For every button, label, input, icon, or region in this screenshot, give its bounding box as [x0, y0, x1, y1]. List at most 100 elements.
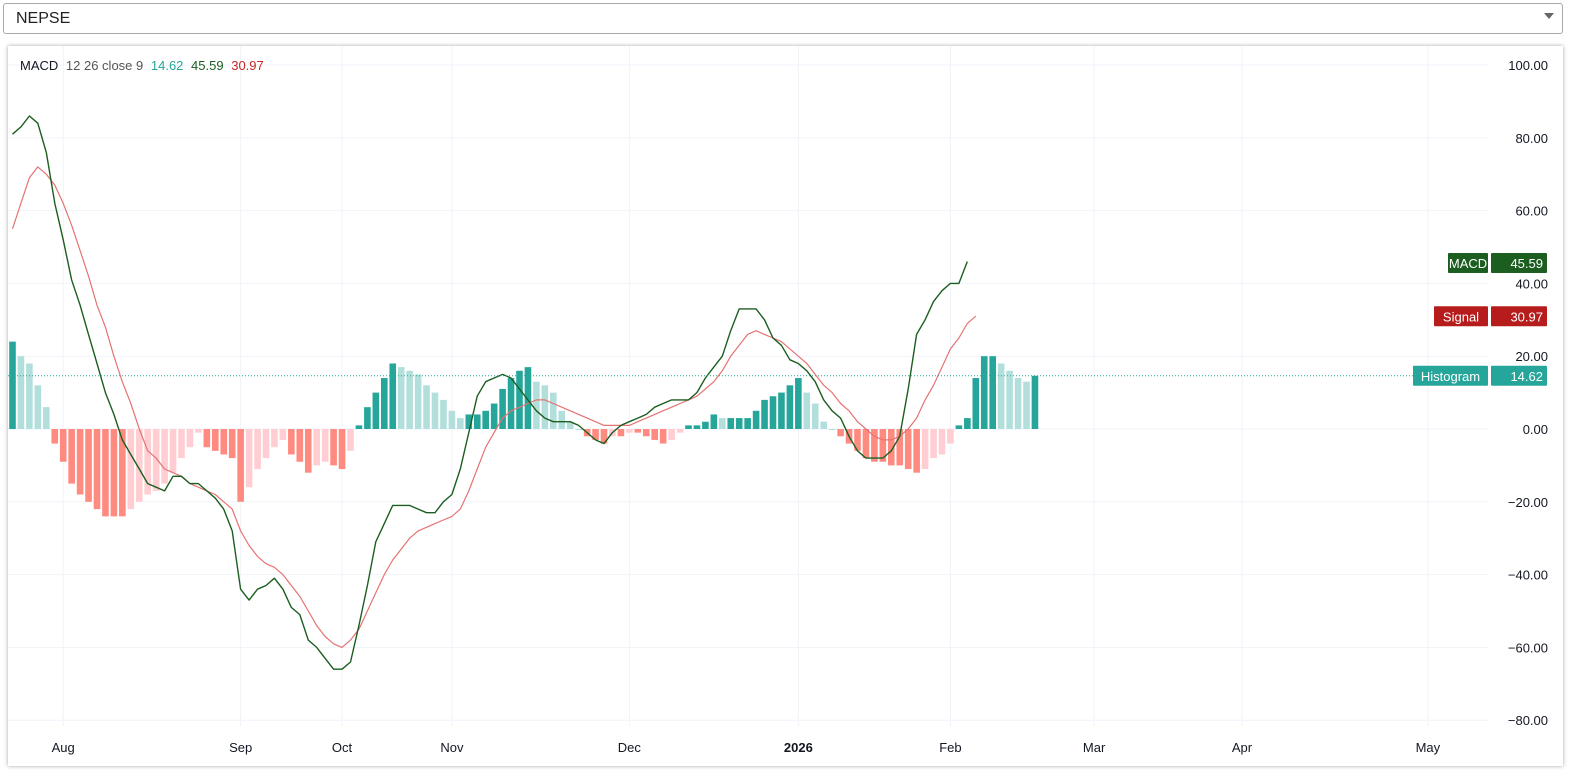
badge-value-bg: [1491, 365, 1547, 386]
histogram-bar: [930, 429, 937, 459]
histogram-bar: [26, 363, 33, 429]
histogram-bar: [389, 363, 397, 429]
chevron-down-icon[interactable]: [1544, 13, 1554, 19]
histogram-bar: [59, 429, 67, 462]
histogram-bar: [997, 363, 1005, 429]
histogram-bar: [338, 429, 346, 470]
x-tick-label: Nov: [440, 740, 464, 755]
histogram-bar: [482, 410, 489, 429]
badge-value: 14.62: [1510, 369, 1543, 384]
histogram-bar: [1006, 370, 1013, 429]
y-tick-label: −40.00: [1508, 568, 1548, 583]
histogram-bar: [228, 429, 236, 459]
badge-label: Histogram: [1421, 369, 1480, 384]
histogram-bar: [837, 429, 844, 437]
y-tick-label: 60.00: [1515, 204, 1548, 219]
histogram-bar: [465, 414, 473, 429]
histogram-bar: [448, 410, 456, 429]
histogram-bar: [575, 429, 582, 430]
histogram-bar: [102, 429, 109, 517]
histogram-bar: [634, 429, 642, 433]
macd-chart[interactable]: 100.00 80.00 60.00 40.00 20.00 0.00 −20.00 −40.…: [8, 46, 1563, 766]
x-tick-label: Dec: [618, 740, 642, 755]
legend-macd-value: 45.59: [191, 58, 224, 73]
histogram-bar: [381, 378, 388, 429]
symbol-select[interactable]: NEPSE: [3, 3, 1563, 34]
histogram-bar: [921, 429, 929, 470]
badge-value: 30.97: [1510, 309, 1543, 324]
histogram-bar: [600, 429, 608, 444]
histogram-bar: [803, 392, 811, 429]
histogram-bar: [516, 370, 523, 429]
histogram-bar: [423, 385, 430, 429]
histogram-bar: [879, 429, 887, 462]
histogram-bar: [786, 385, 794, 429]
legend-indicator-name: MACD: [20, 58, 59, 73]
y-tick-label: 0.00: [1523, 422, 1548, 437]
histogram-bar: [271, 429, 278, 448]
histogram-bar: [896, 429, 904, 466]
indicator-legend: MACD 12 26 close 9 14.62 45.59 30.97: [20, 58, 268, 73]
y-tick-label: 80.00: [1515, 131, 1548, 146]
histogram-bar: [972, 378, 980, 429]
histogram-bar: [51, 429, 59, 444]
y-tick-label: 20.00: [1515, 349, 1548, 364]
badge-label: MACD: [1449, 256, 1487, 271]
badge-value: 45.59: [1510, 256, 1543, 271]
histogram-bar: [304, 429, 312, 473]
y-tick-label: −80.00: [1508, 713, 1548, 728]
histogram-bar: [752, 410, 760, 429]
histogram-bar: [144, 429, 151, 495]
legend-histogram-value: 14.62: [150, 58, 184, 73]
histogram-bar: [135, 429, 143, 502]
badge-label-bg: [1434, 306, 1488, 327]
histogram-bar: [566, 421, 574, 429]
histogram-bar: [778, 392, 785, 429]
histogram-bar: [980, 356, 988, 429]
histogram-bar: [659, 429, 667, 444]
histogram-bar: [457, 418, 464, 429]
histogram-bar: [904, 429, 912, 470]
histogram-bar: [169, 429, 177, 473]
histogram-bar: [127, 429, 135, 510]
histogram-bar: [347, 429, 354, 451]
histogram-bar: [279, 429, 287, 440]
badge-value-bg: [1491, 253, 1547, 274]
histogram-bar: [330, 429, 337, 466]
histogram-bar: [938, 429, 946, 455]
histogram-bar: [186, 429, 194, 448]
histogram-bar: [397, 367, 405, 429]
badge-value-bg: [1491, 306, 1547, 327]
histogram-bar: [76, 429, 84, 495]
chart-panel[interactable]: 100.00 80.00 60.00 40.00 20.00 0.00 −20.00 −40.…: [8, 46, 1563, 766]
histogram-bar: [702, 421, 709, 429]
y-tick-label: 40.00: [1515, 276, 1548, 291]
y-tick-label: −60.00: [1508, 640, 1548, 655]
y-tick-label: −20.00: [1508, 495, 1548, 510]
y-tick-label: 100.00: [1508, 58, 1548, 73]
histogram-bar: [592, 429, 599, 440]
x-tick-label: 2026: [784, 740, 813, 755]
histogram-bar: [499, 388, 506, 429]
histogram-bar: [43, 407, 50, 429]
histogram-bar: [913, 429, 920, 473]
histogram-bar: [490, 403, 498, 429]
histogram-bar: [871, 429, 878, 462]
x-tick-label: Mar: [1083, 740, 1106, 755]
histogram-bar: [1031, 375, 1039, 429]
histogram-bar: [195, 429, 202, 433]
histogram-bar: [372, 392, 380, 429]
histogram-bar: [642, 429, 650, 437]
histogram-bar: [668, 429, 675, 440]
badge-label: Signal: [1443, 309, 1479, 324]
histogram-bar: [237, 429, 244, 502]
histogram-bar: [820, 421, 827, 429]
histogram-bar: [964, 418, 971, 429]
histogram-bar: [473, 414, 481, 429]
histogram-bar: [110, 429, 118, 517]
histogram-bar: [761, 399, 768, 429]
histogram-bar: [414, 374, 422, 429]
histogram-bar: [693, 425, 701, 429]
x-tick-label: Aug: [52, 740, 75, 755]
histogram-bar: [220, 429, 228, 455]
